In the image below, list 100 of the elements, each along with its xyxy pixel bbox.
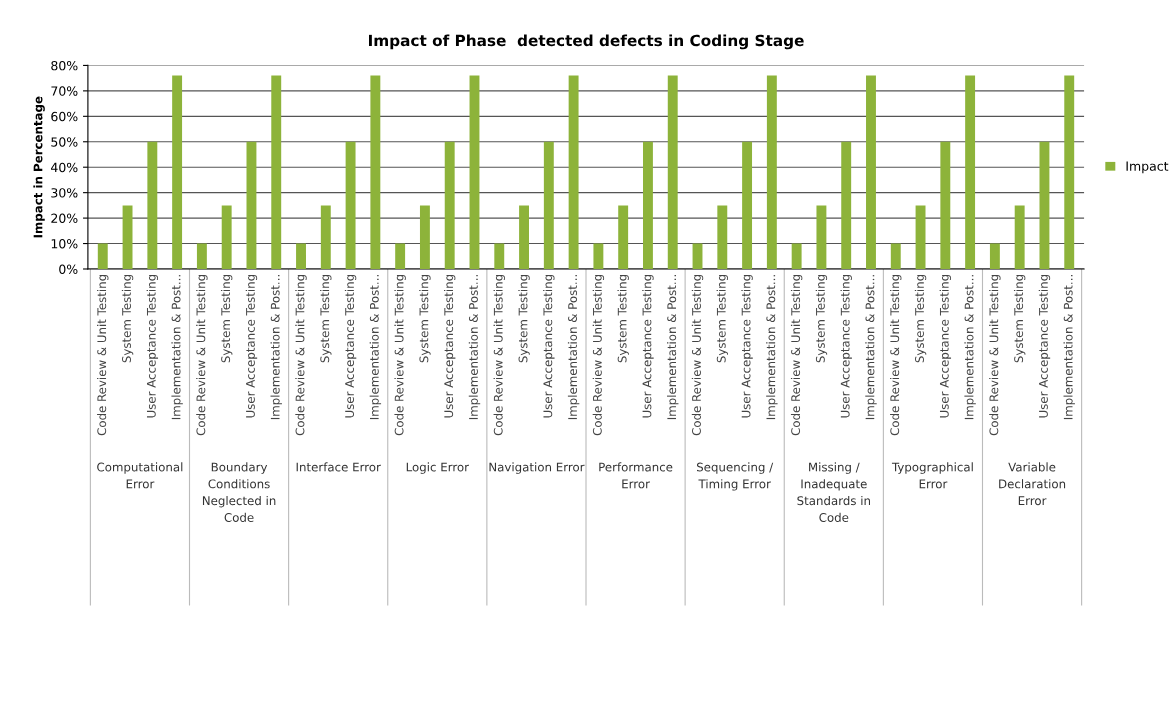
legend-label: Impact: [1126, 161, 1169, 174]
x-tick-label: Code Review & Unit Testing: [989, 274, 1001, 436]
x-tick-label: Implementation & Post...: [171, 275, 183, 420]
bar: [866, 75, 876, 269]
text: Logic Error: [406, 462, 469, 474]
x-tick-label: Code Review & Unit Testing: [196, 274, 208, 436]
y-tick-label: 20%: [51, 213, 78, 224]
bar: [742, 141, 753, 269]
bar: [965, 75, 976, 269]
x-tick-label: Code Review & Unit Testing: [97, 274, 109, 436]
x-tick-label: Implementation & Post...: [369, 275, 382, 420]
text: Missing / Inadequate Standards in Code: [797, 462, 870, 522]
bar: [940, 141, 951, 269]
y-tick-label: 30%: [51, 188, 78, 198]
x-tick-label: User Acceptance Testing: [344, 274, 357, 418]
bar: [543, 141, 554, 269]
y-tick-label: 60%: [51, 111, 78, 122]
bar: [444, 141, 455, 269]
x-tick-label: Code Review & Unit Testing: [394, 274, 406, 436]
bar: [122, 205, 133, 269]
x-tick-label: System Testing: [617, 274, 629, 363]
x-tick-label: Implementation & Post...: [567, 275, 580, 420]
bar: [1039, 141, 1050, 269]
bar: [593, 243, 604, 269]
bar: [1064, 75, 1075, 269]
bar: [345, 141, 356, 269]
y-tick-label: 70%: [51, 86, 78, 96]
bar: [717, 205, 728, 269]
bar: [221, 205, 232, 269]
text: Computational Error: [97, 462, 183, 489]
bar: [791, 243, 802, 269]
bar: [172, 75, 183, 269]
bar: [568, 75, 579, 269]
chart-title: Impact of Phase detected defects in Coding Stage: [368, 34, 804, 50]
x-tick-label: Code Review & Unit Testing: [295, 274, 307, 436]
text: Navigation Error: [489, 462, 585, 474]
bar: [246, 141, 257, 269]
x-tick-label: User Acceptance Testing: [642, 274, 654, 418]
y-tick-label: 40%: [51, 162, 78, 173]
text: Interface Error: [296, 462, 381, 472]
bar: [271, 75, 282, 269]
y-tick-label: 80%: [51, 60, 78, 71]
x-tick-label: System Testing: [419, 274, 431, 363]
bar: [97, 243, 108, 269]
x-tick-label: System Testing: [716, 274, 729, 363]
bar: [320, 205, 331, 269]
x-tick-label: Implementation & Post...: [1063, 275, 1075, 420]
x-tick-label: Code Review & Unit Testing: [790, 274, 803, 436]
bar: [494, 243, 505, 269]
x-tick-label: Implementation & Post...: [667, 275, 679, 420]
x-tick-label: User Acceptance Testing: [443, 274, 456, 418]
bar: [667, 75, 678, 269]
bar: [618, 205, 629, 269]
bar: [469, 75, 480, 269]
x-tick-label: Code Review & Unit Testing: [890, 274, 902, 436]
x-tick-label: System Testing: [320, 274, 332, 363]
x-tick-label: User Acceptance Testing: [245, 274, 258, 418]
x-tick-label: Implementation & Post...: [964, 275, 976, 420]
text: Performance Error: [599, 462, 673, 489]
x-tick-label: Code Review & Unit Testing: [493, 274, 505, 436]
bar: [841, 141, 852, 269]
x-tick-label: Implementation & Post...: [270, 275, 282, 420]
y-tick-label: 10%: [51, 239, 78, 249]
y-tick-label: 0%: [59, 264, 78, 274]
bar: [519, 205, 529, 269]
bar: [370, 75, 381, 269]
x-tick-label: Implementation & Post...: [468, 275, 481, 420]
y-tick-label: 50%: [51, 137, 78, 147]
x-tick-label: User Acceptance Testing: [840, 274, 852, 418]
x-tick-label: System Testing: [518, 274, 530, 363]
bar: [643, 141, 653, 269]
x-tick-label: System Testing: [220, 274, 233, 363]
x-tick-label: User Acceptance Testing: [146, 274, 159, 418]
text: Typographical Error: [891, 462, 973, 489]
bar: [419, 205, 430, 269]
x-tick-label: Implementation & Post...: [865, 275, 877, 420]
bar: [1014, 205, 1025, 269]
bar: [147, 141, 158, 269]
text: Sequencing / Timing Error: [696, 462, 774, 491]
x-tick-label: System Testing: [815, 274, 828, 363]
bar: [395, 243, 406, 269]
bar: [915, 205, 926, 269]
x-tick-label: Code Review & Unit Testing: [691, 274, 704, 436]
bar: [296, 243, 306, 269]
x-tick-label: Implementation & Post...: [766, 275, 778, 420]
x-tick-label: System Testing: [1013, 274, 1026, 363]
y-axis-title: Impact in Percentage: [33, 96, 45, 238]
x-tick-label: Code Review & Unit Testing: [592, 274, 605, 436]
bar: [816, 205, 827, 269]
bar: [766, 75, 777, 269]
text: Variable Declaration Error: [999, 462, 1066, 506]
text: Boundary Conditions Neglected in Code: [202, 462, 276, 522]
x-tick-label: User Acceptance Testing: [543, 274, 555, 418]
bar: [890, 243, 901, 269]
x-tick-label: User Acceptance Testing: [939, 274, 952, 418]
x-tick-label: User Acceptance Testing: [1038, 274, 1051, 418]
x-tick-label: System Testing: [914, 274, 927, 363]
x-tick-label: User Acceptance Testing: [741, 274, 753, 418]
bar: [989, 243, 1000, 269]
bar: [196, 243, 207, 269]
